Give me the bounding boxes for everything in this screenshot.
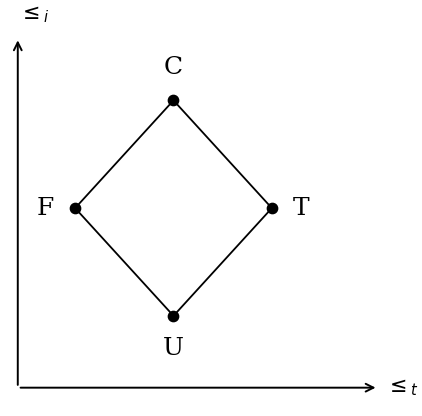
Point [72,205,78,211]
Text: $\leq_i$: $\leq_i$ [18,4,50,25]
Text: T: T [293,197,310,220]
Text: C: C [164,56,183,79]
Text: $\leq_t$: $\leq_t$ [385,377,419,398]
Point [268,205,275,211]
Point [170,97,177,104]
Point [170,312,177,319]
Text: F: F [37,197,54,220]
Text: U: U [163,337,184,360]
